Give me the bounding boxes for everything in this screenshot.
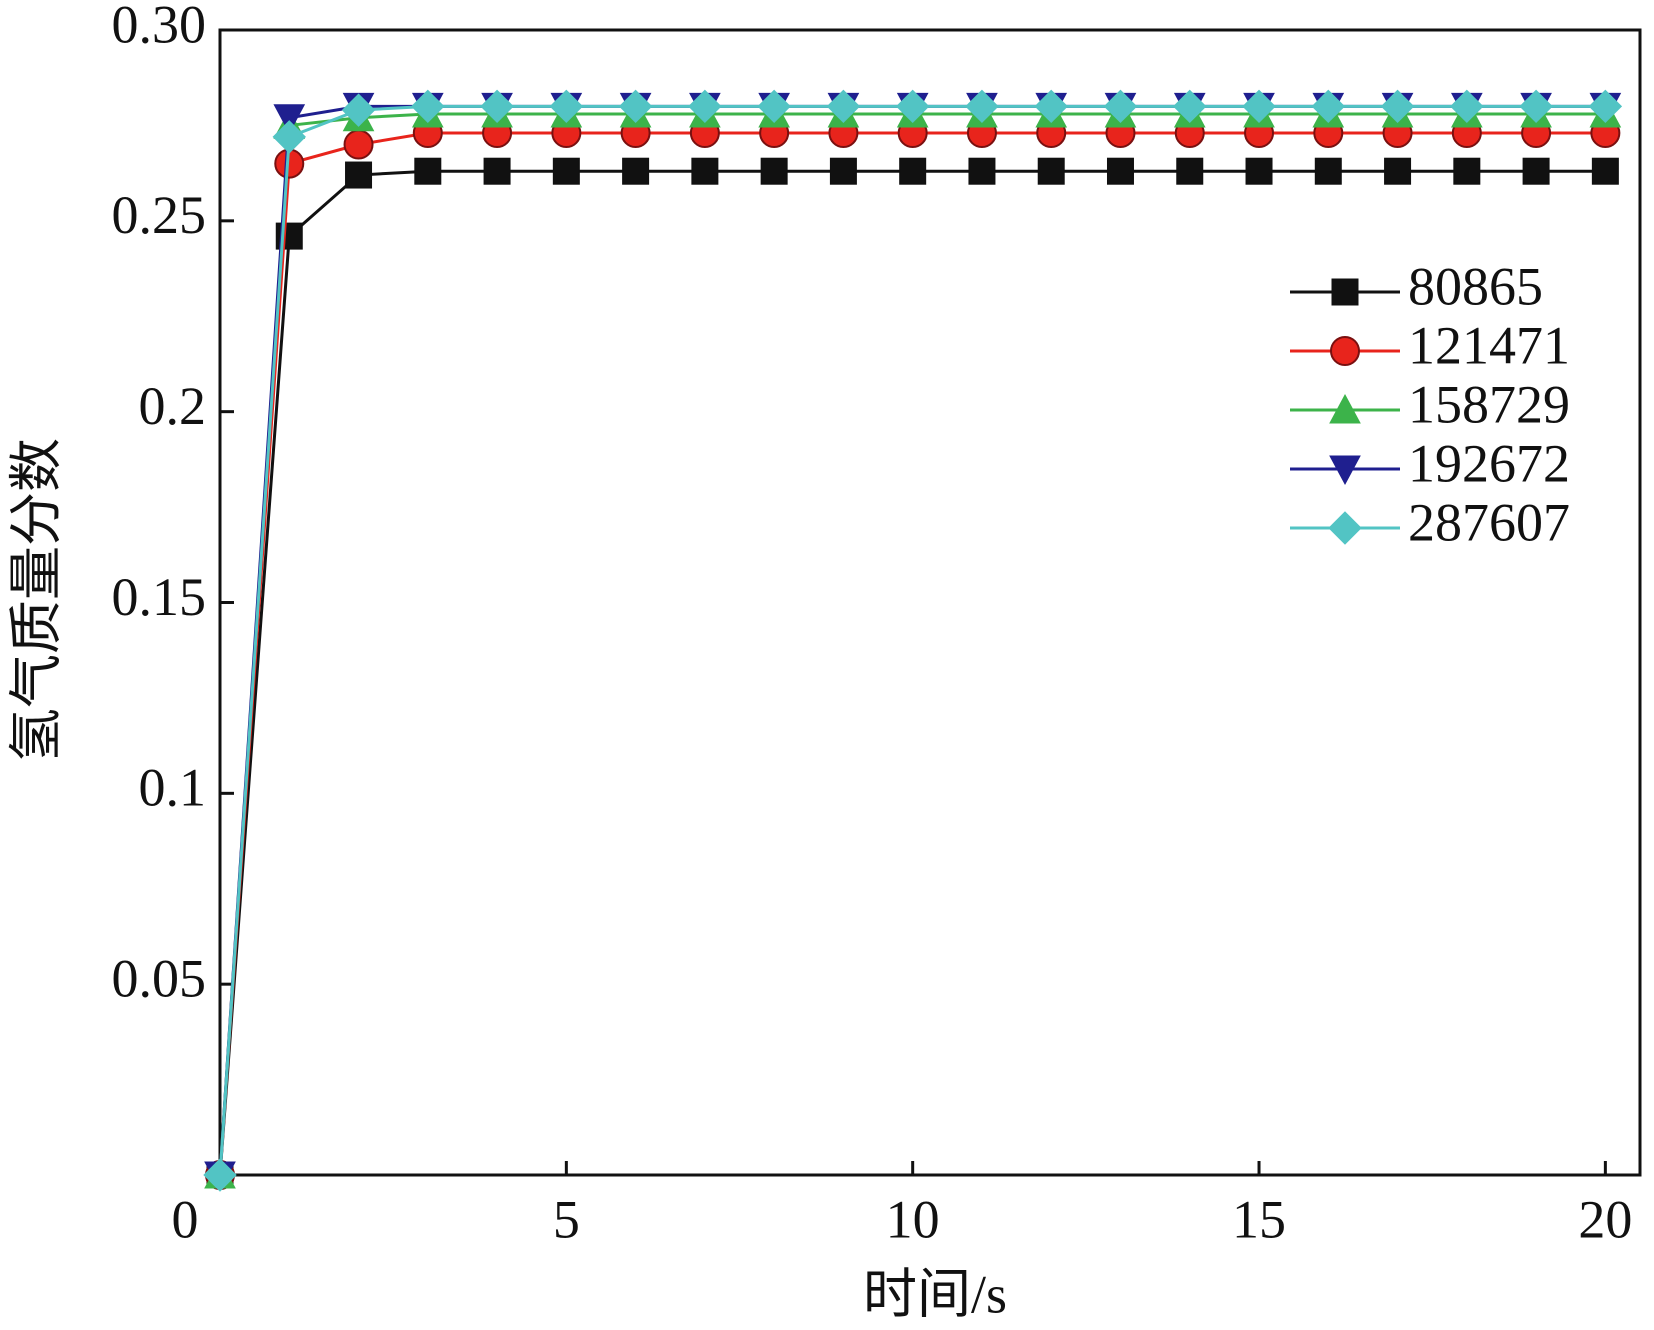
data-point <box>341 93 376 127</box>
data-point <box>760 157 788 185</box>
y-axis-label: 氢气质量分数 <box>6 438 66 762</box>
data-point <box>1037 157 1065 185</box>
data-point <box>688 89 722 124</box>
data-point <box>343 129 374 160</box>
x-tick-label: 15 <box>1232 1189 1286 1249</box>
y-tick-label: 0.25 <box>112 185 207 245</box>
legend-label: 121471 <box>1408 315 1570 375</box>
legend-label: 80865 <box>1408 256 1543 316</box>
data-point <box>549 89 584 124</box>
legend-label: 192672 <box>1408 433 1570 493</box>
x-tick-label: 5 <box>553 1189 580 1249</box>
data-point <box>829 157 857 185</box>
x-tick-label: 0 <box>172 1189 199 1249</box>
data-point <box>1588 89 1623 124</box>
data-point <box>273 104 306 134</box>
x-tick-label: 10 <box>886 1189 940 1249</box>
data-point <box>1519 89 1553 124</box>
y-tick-label: 0.1 <box>139 758 207 818</box>
data-point <box>272 120 306 154</box>
legend-marker <box>1330 336 1360 366</box>
series-line <box>218 104 1606 1176</box>
data-point <box>899 157 927 185</box>
data-point <box>1176 157 1204 185</box>
data-point <box>552 157 580 185</box>
data-point <box>1106 157 1134 185</box>
data-point <box>1522 157 1550 185</box>
data-point <box>968 157 996 185</box>
data-point <box>1591 157 1619 185</box>
data-point <box>1242 89 1276 124</box>
legend-marker <box>1329 393 1361 424</box>
data-point <box>757 89 791 124</box>
legend-label: 287607 <box>1408 492 1570 552</box>
data-point <box>203 1158 237 1192</box>
data-point <box>411 89 445 124</box>
data-point <box>622 157 650 185</box>
data-point <box>1384 157 1412 185</box>
data-point <box>1245 157 1273 185</box>
data-point <box>1450 89 1484 124</box>
data-point <box>1311 89 1345 124</box>
legend-label: 158729 <box>1408 374 1570 434</box>
y-tick-label: 0.05 <box>112 949 207 1009</box>
legend-marker <box>1331 278 1359 306</box>
data-point <box>483 157 511 185</box>
data-point <box>1453 157 1481 185</box>
data-point <box>965 89 999 124</box>
x-tick-label: 20 <box>1578 1189 1632 1249</box>
data-point <box>345 161 373 189</box>
y-tick-label: 0.2 <box>139 376 207 436</box>
legend-marker <box>1328 511 1362 545</box>
series-line <box>218 169 1606 1176</box>
series-line <box>218 131 1606 1176</box>
data-point <box>1173 89 1207 124</box>
series-line <box>218 112 1606 1176</box>
y-tick-label: 0.15 <box>112 567 207 627</box>
legend-marker <box>1329 455 1361 486</box>
data-point <box>1314 157 1342 185</box>
x-axis-label: 时间/s <box>863 1264 1007 1324</box>
y-tick-label: 0.30 <box>112 0 207 54</box>
data-point <box>414 157 442 185</box>
data-point <box>1034 89 1068 124</box>
data-point <box>618 89 653 124</box>
data-point <box>1380 89 1415 124</box>
series-line <box>218 104 1606 1176</box>
data-point <box>480 89 514 124</box>
data-point <box>895 89 930 124</box>
data-point <box>826 89 861 124</box>
plot-frame <box>218 28 1642 1177</box>
data-point <box>1103 89 1138 124</box>
data-point <box>691 157 719 185</box>
